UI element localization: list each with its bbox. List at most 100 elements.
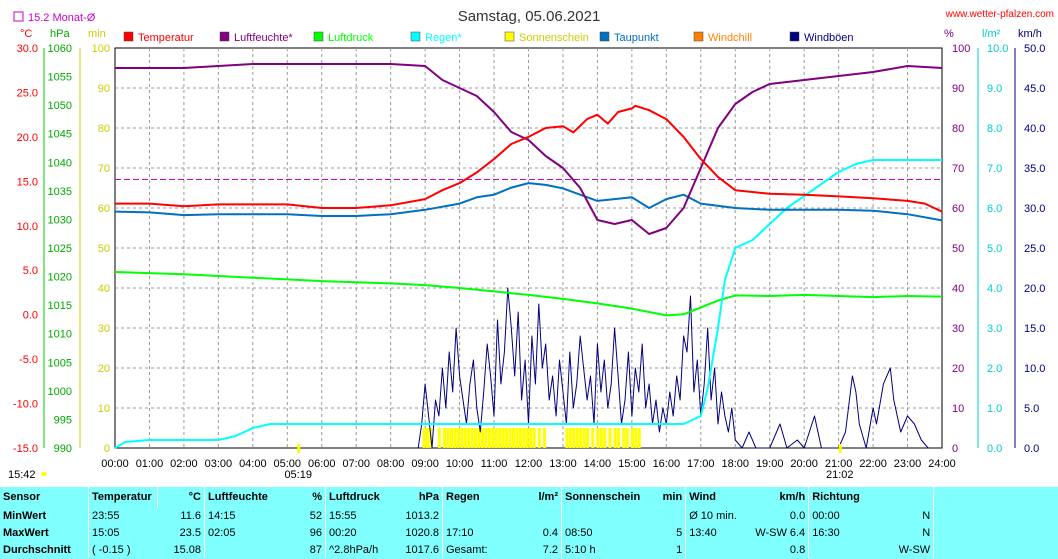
humidity-tick-label: 60 xyxy=(952,203,964,215)
summary-cell-hum-t: 02:05 xyxy=(208,526,236,539)
time-tick-label: 08:00 xyxy=(377,458,405,470)
legend-swatch xyxy=(504,31,515,42)
sunshine-bar xyxy=(453,428,457,448)
sunshine-bar xyxy=(622,428,626,448)
summary-cell-hum-v: 87 xyxy=(283,541,326,558)
temp-tick-label: -10.0 xyxy=(13,399,38,411)
wind-tick-label: 25.0 xyxy=(1024,243,1045,255)
plot-lines xyxy=(114,63,943,449)
summary-cell-sun-t: 5:10 h xyxy=(565,543,596,556)
time-tick-label: 10:00 xyxy=(446,458,474,470)
sunshine-bar xyxy=(525,428,529,448)
minutes-tick-label: 0 xyxy=(104,443,110,455)
time-tick-label: 15:00 xyxy=(618,458,646,470)
time-tick-label: 14:00 xyxy=(584,458,612,470)
sunshine-bar xyxy=(456,428,460,448)
time-tick-label: 01:00 xyxy=(136,458,164,470)
rain-tick-label: 9.0 xyxy=(987,83,1002,95)
humidity-tick-label: 80 xyxy=(952,123,964,135)
pressure-tick-label: 1000 xyxy=(48,386,72,398)
summary-cell-press-v: 1020.8 xyxy=(394,524,443,541)
time-tick-label: 16:00 xyxy=(653,458,681,470)
pressure-tick-label: 1050 xyxy=(48,100,72,112)
sunshine-bar xyxy=(586,428,590,448)
summary-cell-hum-t xyxy=(205,541,284,558)
summary-row-label: MinWert xyxy=(0,507,89,524)
summary-cell-sun-v: 5 xyxy=(643,524,687,541)
hdr-dir: Richtung xyxy=(812,491,860,503)
minutes-tick-label: 70 xyxy=(98,163,110,175)
summary-cell-dir-t: 00:00 xyxy=(812,509,840,522)
summary-cell-press-t: 15:55 xyxy=(329,509,357,522)
sunshine-bar xyxy=(484,428,488,448)
sunshine-bar xyxy=(613,428,617,448)
summary-cell-dir-t: 16:30 xyxy=(812,526,840,539)
time-tick-label: 18:00 xyxy=(721,458,749,470)
minutes-tick-label: 30 xyxy=(98,323,110,335)
sunshine-bar xyxy=(422,428,426,448)
minutes-tick-label: 10 xyxy=(98,403,110,415)
summary-cell-temp-t: ( -0.15 ) xyxy=(92,543,131,556)
sunshine-bar xyxy=(443,428,447,448)
sun-time-label: 21:02 xyxy=(826,469,854,481)
hdr-dir-unit xyxy=(875,487,935,507)
minutes-tick-label: 80 xyxy=(98,123,110,135)
pressure-tick-label: 1030 xyxy=(48,214,72,226)
time-tick-label: 05:00 xyxy=(274,458,302,470)
wind-tick-label: 45.0 xyxy=(1024,83,1045,95)
legend-label: Windchill xyxy=(708,32,752,44)
sunshine-bar xyxy=(474,428,478,448)
sunshine-bar xyxy=(467,428,471,448)
hdr-press: Luftdruck xyxy=(329,491,380,503)
rain-tick-label: 10.0 xyxy=(987,43,1008,55)
sunshine-bar xyxy=(608,428,612,448)
summary-cell-dir-v: W-SW xyxy=(875,541,935,558)
rain-tick-label: 8.0 xyxy=(987,123,1002,135)
summary-cell-rain-t xyxy=(443,507,510,524)
sunshine-bar xyxy=(511,428,515,448)
sunshine-bar xyxy=(437,428,441,448)
summary-cell-dir-v: N xyxy=(875,524,935,541)
time-tick-label: 06:00 xyxy=(308,458,336,470)
humidity-tick-label: 0 xyxy=(952,443,958,455)
minutes-tick-label: 90 xyxy=(98,83,110,95)
chart-legend: Temperatur Luftfeuchte* Luftdruck Regen* Son… xyxy=(123,31,854,44)
pressure-tick-label: 1055 xyxy=(48,72,72,84)
summary-cell-press-v: 1013.2 xyxy=(394,507,443,524)
summary-row-label: MaxWert xyxy=(0,524,89,541)
hdr-sensor: Sensor xyxy=(0,487,89,507)
rain-tick-label: 6.0 xyxy=(987,203,1002,215)
humidity-tick-label: 70 xyxy=(952,163,964,175)
chart-title: Samstag, 05.06.2021 xyxy=(458,8,601,25)
summary-cell-dir-t xyxy=(809,541,876,558)
pressure-tick-label: 1020 xyxy=(48,272,72,284)
summary-cell-sun-t xyxy=(562,507,644,524)
time-tick-label: 11:00 xyxy=(481,458,508,470)
sunshine-bar xyxy=(508,428,512,448)
summary-cell-wind-v: 0.0 xyxy=(752,507,810,524)
sunshine-bar xyxy=(603,428,607,448)
hdr-hum-unit: % xyxy=(283,487,326,507)
summary-cell-sun-v xyxy=(643,507,687,524)
time-tick-label: 17:00 xyxy=(687,458,715,470)
time-tick-label: 03:00 xyxy=(205,458,233,470)
time-tick-label: 04:00 xyxy=(239,458,267,470)
summary-cell-temp-t: 15:05 xyxy=(92,526,120,539)
sunshine-bar xyxy=(460,428,464,448)
humidity-tick-label: 10 xyxy=(952,403,964,415)
sunshine-bar xyxy=(425,428,429,448)
hdr-wind-unit: km/h xyxy=(752,487,810,507)
time-tick-label: 19:00 xyxy=(756,458,784,470)
legend-swatch xyxy=(313,31,324,42)
humidity-tick-label: 50 xyxy=(952,243,964,255)
summary-row-label: Durchschnitt xyxy=(0,541,89,558)
wind-tick-label: 50.0 xyxy=(1024,43,1045,55)
summary-cell-wind-v: 0.8 xyxy=(752,541,810,558)
summary-cell-press-t: 00:20 xyxy=(329,526,357,539)
sunshine-bar xyxy=(501,428,505,448)
time-tick-label: 12:00 xyxy=(515,458,543,470)
sunshine-bar xyxy=(579,428,583,448)
wind-tick-label: 15.0 xyxy=(1024,323,1045,335)
minutes-tick-label: 40 xyxy=(98,283,110,295)
website-label: www.wetter-pfalzen.com xyxy=(945,9,1054,20)
